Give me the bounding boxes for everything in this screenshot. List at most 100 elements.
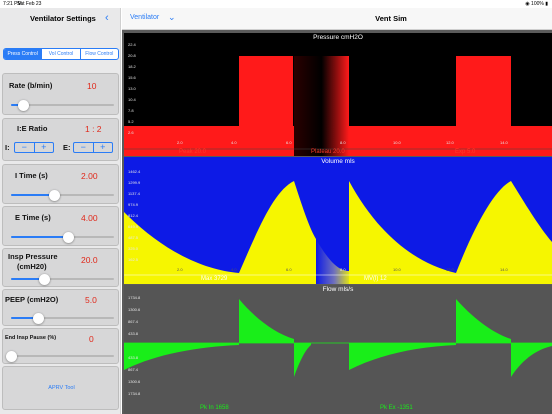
slider-thumb[interactable] — [17, 99, 29, 111]
mode-segmented-control: Press Control Vol Control Flow Control — [3, 48, 119, 60]
i-time-card: I Time (s) 2.00 — [2, 164, 119, 204]
aprv-tool-button[interactable]: APRV Tool — [48, 385, 75, 391]
slider-fill — [11, 104, 24, 106]
pressure-xtick: 10.0 — [393, 140, 401, 145]
volume-max-readout: Max 3729 — [201, 276, 228, 282]
peep-slider[interactable] — [11, 312, 114, 324]
pressure-xtick: 8.0 — [340, 140, 346, 145]
volume-xtick: 12.0 — [446, 267, 454, 272]
pressure-plateau-readout: Plateau 20.0 — [311, 149, 345, 155]
slider-thumb[interactable] — [39, 273, 51, 285]
flow-exhale-1 — [124, 343, 239, 370]
end-pause-value: 0 — [89, 334, 94, 344]
end-pause-label: End Insp Pause (%) — [5, 335, 57, 341]
flow-exhale-2 — [294, 343, 311, 377]
wifi-icon: ◉ — [525, 1, 530, 7]
volume-ytick: 487.5 — [128, 235, 139, 240]
slider-thumb[interactable] — [63, 231, 75, 243]
slider-thumb[interactable] — [33, 312, 45, 324]
volume-ytick: 1462.4 — [128, 169, 141, 174]
volume-xtick: 2.0 — [177, 267, 183, 272]
pressure-xtick: 6.0 — [286, 140, 292, 145]
flow-ytick: 1300.6 — [128, 307, 141, 312]
pressure-breath-3 — [456, 56, 511, 156]
flow-exhale-4 — [511, 343, 552, 377]
slider-thumb[interactable] — [5, 350, 17, 362]
volume-graph: Volume mls 1462.4 1299.9 1137.4 974.9 81… — [124, 157, 552, 284]
flow-inhale-1 — [239, 299, 294, 343]
tab-vol-control[interactable]: Vol Control — [42, 49, 81, 59]
flow-ytick: 867.4 — [128, 367, 139, 372]
pressure-title: Pressure cmH2O — [313, 34, 363, 41]
rate-slider[interactable] — [11, 99, 114, 111]
slider-thumb[interactable] — [48, 189, 60, 201]
pressure-peak-readout: Peak 20.0 — [179, 149, 207, 155]
sidebar-title: Ventilator Settings — [30, 14, 96, 23]
pressure-xtick: 4.0 — [231, 140, 237, 145]
insp-pressure-unit: (cmH20) — [17, 262, 47, 271]
insp-pressure-slider[interactable] — [11, 273, 114, 285]
slider-fill — [11, 236, 69, 238]
end-pause-slider[interactable] — [5, 350, 114, 362]
flow-peak-ex-readout: Pk Ex -1351 — [380, 405, 413, 411]
chevron-down-icon[interactable]: ⌄ — [168, 12, 176, 22]
volume-mv-readout: MV(l) 12 — [364, 276, 387, 282]
e-stepper[interactable]: − + — [73, 142, 113, 153]
pressure-graph: Pressure cmH2O 22.4 20.8 18.2 15.6 13.0 … — [124, 33, 552, 156]
volume-exhale-4 — [511, 181, 552, 284]
pressure-ytick: 20.8 — [128, 53, 136, 58]
i-time-value: 2.00 — [81, 171, 98, 181]
e-time-slider[interactable] — [11, 231, 114, 243]
insp-pressure-label: Insp Pressure — [8, 252, 58, 261]
pressure-plot — [124, 56, 552, 156]
page-title: Vent Sim — [375, 14, 407, 23]
pressure-ytick: 10.4 — [128, 97, 136, 102]
end-pause-card: End Insp Pause (%) 0 — [2, 328, 119, 364]
e-decrement-button[interactable]: − — [74, 143, 94, 152]
flow-plot — [124, 299, 552, 377]
flow-inhale-2 — [456, 299, 511, 343]
volume-ytick: 812.4 — [128, 213, 139, 218]
e-time-card: E Time (s) 4.00 — [2, 206, 119, 246]
chevron-left-icon[interactable]: ‹ — [105, 12, 109, 24]
volume-xtick: 6.0 — [286, 267, 292, 272]
volume-title: Volume mls — [321, 158, 355, 165]
flow-graph: Flow mls/s 1734.8 1300.6 867.4 433.8 433… — [124, 285, 552, 414]
volume-ytick: 325.0 — [128, 246, 139, 251]
ventilator-back-button[interactable]: Ventilator — [130, 14, 160, 21]
rate-label: Rate (b/min) — [9, 81, 53, 90]
flow-title: Flow mls/s — [322, 286, 354, 293]
pressure-xtick: 2.0 — [177, 140, 183, 145]
slider-fill — [11, 317, 39, 319]
settings-sidebar: Ventilator Settings ‹ Press Control Vol … — [0, 8, 121, 414]
pressure-breath-1 — [239, 56, 293, 156]
volume-exhale-3 — [349, 181, 456, 284]
battery-icon: ▮ — [545, 1, 548, 7]
i-decrement-button[interactable]: − — [15, 143, 35, 152]
volume-exhale-1 — [124, 212, 239, 284]
i-label: I: — [5, 143, 10, 152]
volume-inhale-2 — [456, 181, 511, 284]
ie-ratio-card: I:E Ratio 1 : 2 I: − + E: − + — [2, 118, 119, 161]
rate-card: Rate (b/min) 10 — [2, 73, 119, 115]
pressure-xtick: 14.0 — [500, 140, 508, 145]
volume-xtick: 10.0 — [393, 267, 401, 272]
tab-press-control[interactable]: Press Control — [4, 49, 43, 59]
i-time-slider[interactable] — [11, 189, 114, 201]
tab-flow-control[interactable]: Flow Control — [85, 51, 114, 57]
slider-fill — [11, 278, 45, 280]
e-time-value: 4.00 — [81, 213, 98, 223]
volume-xtick: 8.0 — [340, 267, 346, 272]
rate-value: 10 — [87, 81, 97, 91]
i-stepper[interactable]: − + — [14, 142, 54, 153]
slider-fill — [11, 194, 55, 196]
pressure-exp-readout: Exp 5.0 — [455, 149, 476, 155]
i-time-label: I Time (s) — [15, 171, 48, 180]
volume-ytick: 162.5 — [128, 257, 139, 262]
e-increment-button[interactable]: + — [100, 142, 106, 152]
volume-inhale-1 — [239, 181, 294, 284]
volume-ytick: 649.9 — [128, 224, 139, 229]
flow-ytick: 867.4 — [128, 319, 139, 324]
i-increment-button[interactable]: + — [41, 142, 47, 152]
flow-ytick: 1300.6 — [128, 379, 141, 384]
